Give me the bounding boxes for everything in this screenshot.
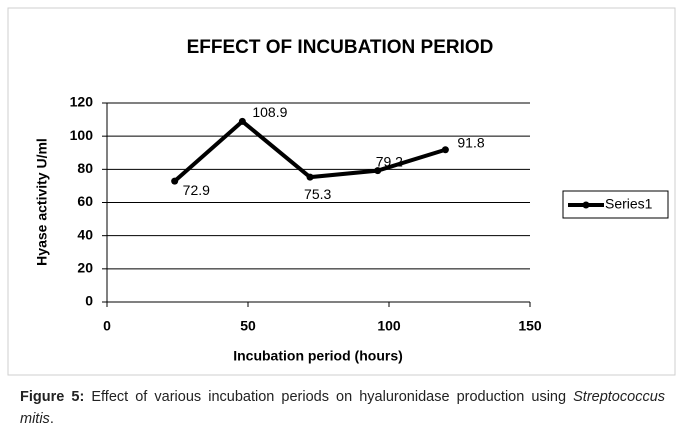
legend-marker <box>582 201 590 209</box>
caption-end: . <box>49 411 54 427</box>
y-tick-label: 40 <box>77 226 93 242</box>
data-point <box>171 177 179 185</box>
data-label: 108.9 <box>252 104 287 120</box>
y-axis-label: Hyase activity U/ml <box>34 138 50 266</box>
y-tick-label: 120 <box>70 94 94 110</box>
caption: Figure 5: Effect of various incubation p… <box>20 386 665 430</box>
data-label: 75.3 <box>304 186 331 202</box>
y-tick-label: 0 <box>85 293 93 309</box>
y-tick-label: 20 <box>77 260 93 276</box>
legend-label: Series1 <box>605 196 653 212</box>
data-point <box>441 146 449 154</box>
caption-species: Streptococcus mitis <box>20 389 666 427</box>
chart-title: EFFECT OF INCUBATION PERIOD <box>187 37 494 58</box>
chart: EFFECT OF INCUBATION PERIOD Hyase activi… <box>7 7 676 376</box>
data-label: 91.8 <box>457 134 484 150</box>
x-tick-label: 100 <box>377 318 401 334</box>
data-label: 72.9 <box>183 182 210 198</box>
x-axis-label: Incubation period (hours) <box>233 348 403 364</box>
y-tick-label: 80 <box>77 160 93 176</box>
x-tick-label: 0 <box>103 318 111 334</box>
data-point <box>238 117 246 125</box>
y-tick-label: 60 <box>77 193 93 209</box>
data-point <box>374 167 382 175</box>
y-tick-label: 100 <box>70 127 94 143</box>
x-tick-label: 50 <box>240 318 256 334</box>
x-tick-label: 150 <box>518 318 542 334</box>
caption-label: Figure 5: <box>20 389 85 405</box>
data-point <box>306 173 314 181</box>
data-label: 79.2 <box>376 153 403 169</box>
caption-text: Effect of various incubation periods on … <box>91 389 574 405</box>
